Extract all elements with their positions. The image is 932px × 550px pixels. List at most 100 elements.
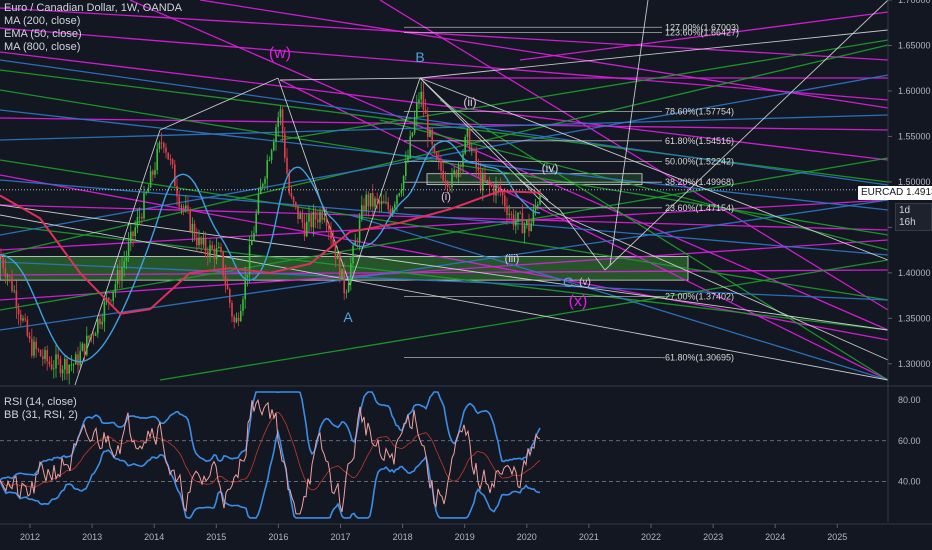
- ema50-line: [0, 140, 541, 363]
- wave-label: B: [415, 49, 424, 65]
- trendline-green: [279, 39, 889, 141]
- candle-body: [407, 156, 409, 162]
- candle-body: [125, 255, 128, 262]
- candle-body: [101, 321, 103, 325]
- candle-body: [292, 197, 295, 203]
- fib-level-label: 50.00%(1.52242): [665, 157, 734, 167]
- candle-body: [165, 147, 167, 153]
- candle-body: [438, 159, 440, 161]
- candle-body: [4, 268, 7, 278]
- candle-body: [231, 302, 233, 317]
- trendline-magenta: [0, 269, 889, 276]
- indicator-ma800[interactable]: MA (800, close): [4, 41, 81, 53]
- candle-body: [427, 114, 429, 137]
- trendline-white: [74, 129, 161, 386]
- price-axis-label: 1.55000: [898, 131, 931, 141]
- candle-body: [455, 170, 458, 177]
- time-axis-label: 2019: [455, 532, 475, 542]
- candle-body: [391, 208, 394, 216]
- candle-body: [134, 227, 136, 237]
- candle-body: [35, 341, 37, 350]
- fibonacci-levels[interactable]: 127.00%(1.67003)123.60%(1.66427) 78.60%(1…: [404, 22, 739, 362]
- candle-body: [429, 129, 431, 137]
- candle-body: [154, 170, 156, 175]
- trendline-blue: [349, 214, 889, 381]
- trendline-green: [0, 69, 889, 183]
- trendline-white: [159, 77, 279, 131]
- trendline-white: [419, 77, 549, 201]
- wave-label: (iii): [505, 253, 520, 265]
- candle-body: [270, 150, 273, 161]
- candle-body: [361, 205, 363, 220]
- candle-body: [136, 217, 139, 228]
- candle-body: [57, 354, 59, 359]
- candle-body: [332, 238, 334, 245]
- price-axis-label: 1.50000: [898, 177, 931, 187]
- candle-body: [209, 245, 211, 257]
- wave-label: (ii): [463, 95, 476, 109]
- candle-body: [198, 237, 200, 246]
- candle-body: [284, 133, 286, 158]
- candle-body: [499, 186, 502, 192]
- candle-body: [55, 354, 57, 369]
- candle-body: [457, 165, 460, 177]
- candle-body: [306, 221, 308, 237]
- wave-label: A: [343, 309, 353, 325]
- candle-body: [330, 229, 332, 239]
- trendlines[interactable]: [0, 0, 889, 386]
- candle-body: [482, 174, 484, 191]
- candle-body: [319, 211, 321, 223]
- trendline-magenta: [0, 27, 889, 101]
- symbol-title[interactable]: Euro / Canadian Dollar, 1W, OANDA: [4, 2, 182, 14]
- candle-body: [508, 213, 510, 215]
- candle-body: [182, 206, 185, 209]
- indicator-ma200[interactable]: MA (200, close): [4, 15, 81, 27]
- fib-level-label: 123.60%(1.66427): [665, 27, 739, 37]
- candle-body: [295, 202, 297, 206]
- candle-body: [220, 246, 222, 252]
- indicator-ema50[interactable]: EMA (50, close): [4, 28, 82, 40]
- candle-body: [290, 192, 293, 198]
- bb-upper-band: [0, 391, 541, 481]
- candle-body: [475, 150, 477, 168]
- time-axis-label: 2020: [517, 532, 537, 542]
- time-axis-label: 2012: [20, 532, 40, 542]
- candle-body: [262, 183, 264, 187]
- candle-body: [431, 129, 433, 145]
- trendline-blue: [0, 261, 889, 301]
- candle-body: [15, 290, 18, 309]
- candle-body: [42, 356, 44, 360]
- indicator-rsi[interactable]: RSI (14, close): [4, 396, 77, 408]
- candle-body: [299, 214, 301, 219]
- candle-body: [356, 241, 359, 243]
- candle-body: [156, 148, 158, 171]
- moving-averages: [0, 140, 888, 363]
- time-axis-label: 2013: [82, 532, 102, 542]
- candle-body: [160, 142, 163, 144]
- candle-body: [22, 318, 24, 321]
- time-axis-label: 2014: [144, 532, 164, 542]
- candle-body: [92, 334, 95, 336]
- indicator-bb[interactable]: BB (31, RSI, 2): [4, 409, 78, 421]
- trendline-blue: [0, 74, 889, 236]
- candle-body: [123, 261, 125, 268]
- trendline-magenta: [0, 239, 889, 301]
- candle-body: [187, 205, 189, 210]
- price-badge-value: 1.49131: [906, 187, 932, 198]
- candle-body: [158, 142, 161, 149]
- candle-body: [163, 143, 165, 148]
- candle-body: [132, 231, 134, 237]
- candle-body: [2, 257, 4, 269]
- bar-countdown-badge: 1d 16h: [895, 203, 932, 231]
- trendline-white: [604, 0, 889, 271]
- candle-body: [444, 180, 447, 183]
- candle-body: [418, 99, 420, 103]
- candle-body: [409, 136, 411, 157]
- trendline-magenta: [199, 0, 889, 109]
- candle-body: [343, 268, 345, 294]
- candle-body: [200, 237, 202, 245]
- candle-body: [446, 182, 449, 188]
- candle-body: [229, 289, 231, 303]
- candle-body: [530, 223, 532, 232]
